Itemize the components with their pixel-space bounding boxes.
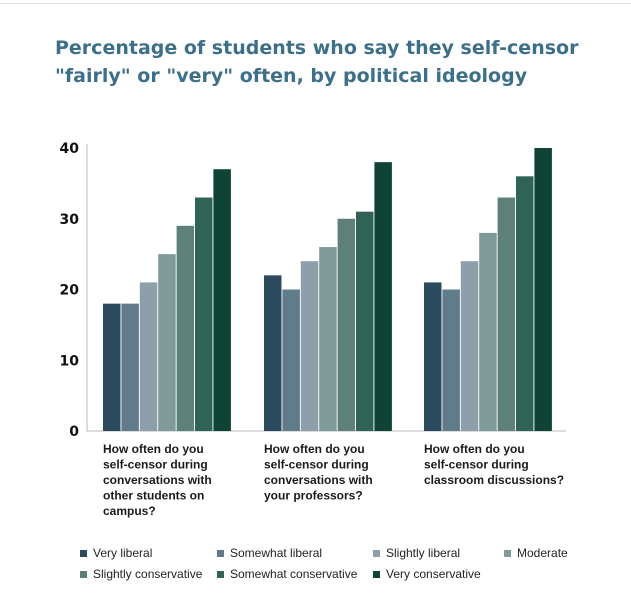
bar (213, 169, 231, 431)
bar (158, 254, 176, 431)
bar (282, 289, 300, 431)
bar (121, 303, 139, 431)
top-divider (0, 3, 631, 4)
chart-title: Percentage of students who say they self… (55, 34, 615, 90)
x-category-label-line: How often do you (264, 442, 365, 456)
legend-item: Very conservative (373, 567, 481, 581)
legend-item: Moderate (504, 546, 568, 560)
x-category-label-line: your professors? (264, 489, 363, 503)
x-category-label-line: classroom discussions? (424, 473, 564, 487)
legend-swatch (217, 570, 224, 578)
legend-item: Slightly conservative (80, 567, 202, 581)
x-category-label-line: campus? (103, 504, 156, 518)
bar (176, 225, 195, 431)
bar (516, 176, 534, 431)
bar-chart: 0 10 20 30 40 How often do you self-censor dur… (60, 141, 566, 518)
bar (337, 218, 356, 431)
bar (264, 275, 282, 431)
bar (460, 261, 479, 431)
chart-title-line-1: Percentage of students who say they self… (55, 37, 579, 59)
legend-item: Slightly liberal (373, 546, 460, 560)
legend-swatch (80, 549, 87, 557)
legend-swatch (217, 549, 224, 557)
y-tick-label: 30 (60, 212, 80, 228)
legend-label: Moderate (517, 546, 568, 560)
chart-title-line-2: "fairly" or "very" often, by political i… (55, 65, 528, 87)
x-category-label-line: other students on (103, 489, 204, 503)
x-category-label-line: self-censor during (264, 458, 369, 472)
y-tick-label: 20 (60, 283, 80, 299)
legend-item: Very liberal (80, 546, 152, 560)
bar (319, 247, 337, 431)
bar (374, 162, 392, 431)
bar (195, 197, 213, 431)
bar (442, 289, 460, 431)
chart-legend: Very liberal Somewhat liberal Slightly lib… (80, 546, 600, 590)
legend-swatch (373, 570, 380, 578)
x-category-label-line: How often do you (424, 442, 525, 456)
legend-swatch (504, 549, 511, 557)
bar (300, 261, 319, 431)
legend-label: Somewhat liberal (230, 546, 323, 560)
x-category-label: How often do you self-censor during classr… (424, 442, 564, 487)
legend-item: Somewhat conservative (217, 567, 357, 581)
legend-swatch (373, 549, 380, 557)
bar (424, 282, 442, 431)
x-category-label-line: conversations with (264, 473, 373, 487)
y-tick-label: 10 (60, 353, 80, 369)
bar (534, 148, 552, 431)
legend-label: Slightly liberal (386, 546, 461, 560)
legend-label: Very conservative (386, 567, 481, 581)
y-tick-label: 0 (69, 424, 79, 440)
x-category-label-line: How often do you (103, 442, 204, 456)
x-category-label-line: self-censor during (103, 458, 208, 472)
legend-label: Somewhat conservative (230, 567, 358, 581)
bar (497, 197, 516, 431)
x-category-label-line: self-censor during (424, 458, 529, 472)
bar (479, 232, 497, 431)
bar (139, 282, 158, 431)
x-category-label: How often do you self-censor during conver… (264, 442, 373, 503)
x-category-label-line: conversations with (103, 473, 212, 487)
legend-label: Very liberal (93, 546, 153, 560)
bar (356, 211, 374, 431)
legend-swatch (80, 570, 87, 578)
bar (103, 303, 121, 431)
legend-label: Slightly conservative (93, 567, 203, 581)
x-category-label: How often do you self-censor during conver… (103, 442, 212, 518)
y-tick-label: 40 (60, 141, 80, 157)
legend-item: Somewhat liberal (217, 546, 322, 560)
